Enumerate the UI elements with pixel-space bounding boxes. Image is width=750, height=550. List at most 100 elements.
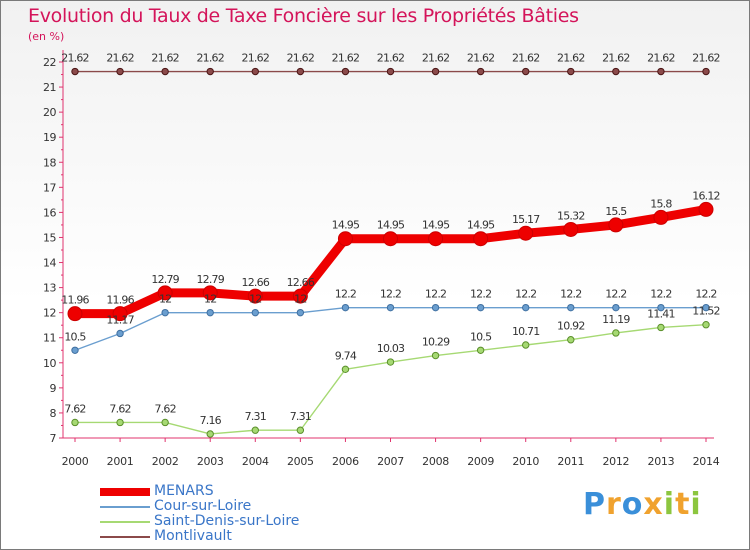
data-label: 12.79 — [196, 273, 224, 286]
data-point — [476, 346, 485, 354]
data-label: 21.62 — [196, 52, 224, 65]
data-label: 12.66 — [242, 276, 270, 289]
data-label: 12.2 — [470, 288, 491, 301]
data-point — [112, 306, 128, 322]
y-tick-label: 16 — [43, 206, 56, 219]
y-tick-label: 22 — [43, 56, 56, 69]
data-point — [428, 231, 444, 247]
data-label: 12.2 — [425, 288, 446, 301]
data-point — [247, 288, 263, 304]
data-point — [657, 303, 665, 312]
data-point — [296, 308, 305, 317]
chart-legend: MENARS Cour-sur-Loire Saint-Denis-sur-Loir… — [100, 484, 299, 544]
x-tick-label: 2007 — [377, 455, 404, 468]
data-label: 21.62 — [647, 52, 675, 65]
x-tick-label: 2004 — [242, 455, 269, 468]
y-tick-label: 11 — [43, 332, 56, 345]
data-label: 12.2 — [515, 288, 536, 301]
data-label: 21.62 — [151, 52, 179, 65]
y-tick-label: 9 — [50, 382, 57, 395]
brand-letter: r — [606, 487, 622, 522]
brand-letter: P — [583, 487, 606, 522]
y-tick-label: 12 — [43, 307, 56, 320]
data-point — [657, 323, 665, 332]
data-point — [206, 308, 214, 317]
y-tick-label: 13 — [43, 282, 56, 295]
data-point — [522, 303, 530, 312]
data-point — [161, 418, 169, 427]
x-tick-label: 2008 — [422, 455, 449, 468]
legend-label: Saint-Denis-sur-Loire — [154, 513, 300, 529]
data-point — [431, 67, 440, 76]
data-point — [431, 351, 440, 360]
data-point — [518, 225, 534, 241]
data-label: 7.62 — [154, 402, 175, 415]
data-point — [476, 67, 485, 76]
data-label: 7.31 — [245, 410, 266, 423]
data-label: 21.62 — [242, 52, 270, 65]
data-label: 7.16 — [200, 414, 222, 427]
data-point — [567, 303, 575, 312]
x-tick-label: 2010 — [512, 455, 539, 468]
data-point — [116, 418, 124, 427]
y-tick-label: 17 — [43, 181, 56, 194]
y-tick-label: 18 — [43, 156, 56, 169]
data-point — [116, 329, 124, 338]
x-tick-label: 2005 — [287, 455, 314, 468]
proxiti-logo: Proxiti — [583, 487, 702, 522]
data-label: 21.62 — [332, 52, 360, 65]
data-point — [386, 67, 395, 76]
data-label: 12 — [204, 293, 216, 306]
legend-swatch — [100, 520, 150, 523]
data-label: 10.92 — [557, 320, 585, 333]
data-label: 9.74 — [335, 349, 357, 362]
data-point — [386, 358, 395, 366]
data-point — [206, 430, 214, 438]
data-point — [522, 67, 530, 76]
data-label: 12.66 — [287, 276, 315, 289]
legend-label: Cour-sur-Loire — [154, 498, 252, 514]
data-point — [563, 221, 579, 237]
y-tick-label: 14 — [43, 257, 56, 270]
data-point — [476, 303, 485, 312]
data-label: 15.17 — [512, 213, 540, 226]
data-label: 14.95 — [422, 219, 450, 232]
y-tick-label: 7 — [50, 432, 57, 445]
data-point — [657, 67, 665, 76]
x-tick-label: 2012 — [602, 455, 629, 468]
legend-swatch — [100, 535, 150, 538]
brand-letter: i — [663, 487, 676, 522]
data-label: 11.17 — [106, 313, 134, 326]
legend-swatch — [100, 487, 150, 496]
x-tick-label: 2013 — [648, 455, 675, 468]
y-axis-unit-label: (en %) — [28, 30, 65, 43]
data-label: 7.62 — [109, 402, 130, 415]
data-label: 12 — [294, 293, 306, 306]
data-label: 21.62 — [602, 52, 630, 65]
data-label: 12.2 — [560, 288, 581, 301]
y-tick-label: 15 — [43, 231, 56, 244]
data-point — [612, 303, 620, 312]
x-tick-label: 2009 — [467, 455, 494, 468]
data-point — [251, 67, 259, 76]
data-label: 11.96 — [61, 294, 89, 307]
data-label: 21.62 — [106, 52, 134, 65]
data-label: 12.79 — [151, 273, 179, 286]
data-label: 11.52 — [692, 305, 720, 318]
data-label: 12 — [159, 293, 171, 306]
data-label: 10.71 — [512, 325, 540, 338]
data-label: 14.95 — [467, 219, 495, 232]
data-point — [251, 426, 259, 434]
data-label: 15.8 — [650, 197, 672, 210]
brand-letter: o — [621, 487, 644, 522]
x-tick-label: 2000 — [62, 455, 89, 468]
y-tick-label: 20 — [43, 106, 56, 119]
legend-item: Montlivault — [100, 529, 299, 544]
legend-swatch — [100, 505, 150, 508]
data-point — [431, 303, 440, 312]
data-point — [383, 231, 398, 247]
data-label: 21.62 — [422, 52, 450, 65]
legend-label: Montlivault — [154, 528, 232, 544]
x-tick-label: 2011 — [557, 455, 584, 468]
